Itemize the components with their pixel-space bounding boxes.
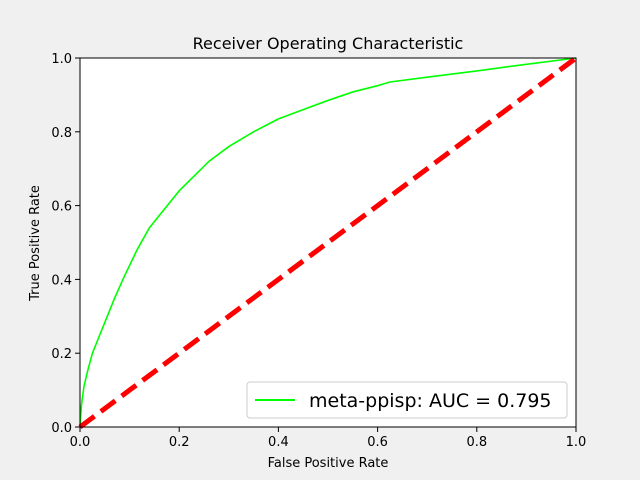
y-tick-label: 0.2 — [51, 347, 72, 362]
x-axis: 0.0 0.2 0.4 0.6 0.8 1.0 — [70, 427, 587, 450]
x-tick-label: 0.8 — [466, 435, 487, 450]
legend-entry-label: meta-ppisp: AUC = 0.795 — [309, 390, 552, 412]
y-tick-label: 1.0 — [51, 52, 72, 67]
y-tick-label: 0.0 — [51, 421, 72, 436]
x-tick-label: 0.6 — [367, 435, 388, 450]
legend-box — [246, 381, 568, 419]
y-axis-label: True Positive Rate — [28, 185, 43, 302]
x-tick-label: 1.0 — [566, 435, 587, 450]
y-axis: 0.0 0.2 0.4 0.6 0.8 1.0 — [51, 52, 80, 436]
y-tick-label: 0.6 — [51, 200, 72, 215]
roc-curve — [79, 57, 577, 428]
y-tick-label: 0.8 — [51, 126, 72, 141]
y-tick-label: 0.4 — [51, 273, 72, 288]
x-tick-label: 0.2 — [169, 435, 190, 450]
x-tick-label: 0.0 — [70, 435, 91, 450]
x-tick-label: 0.4 — [268, 435, 289, 450]
plot-frame — [79, 57, 577, 428]
x-axis-label: False Positive Rate — [268, 456, 389, 471]
legend: meta-ppisp: AUC = 0.795 — [246, 381, 568, 419]
plot-area — [80, 58, 576, 427]
chart-title: Receiver Operating Characteristic — [193, 34, 464, 53]
series-layer — [78, 55, 578, 430]
